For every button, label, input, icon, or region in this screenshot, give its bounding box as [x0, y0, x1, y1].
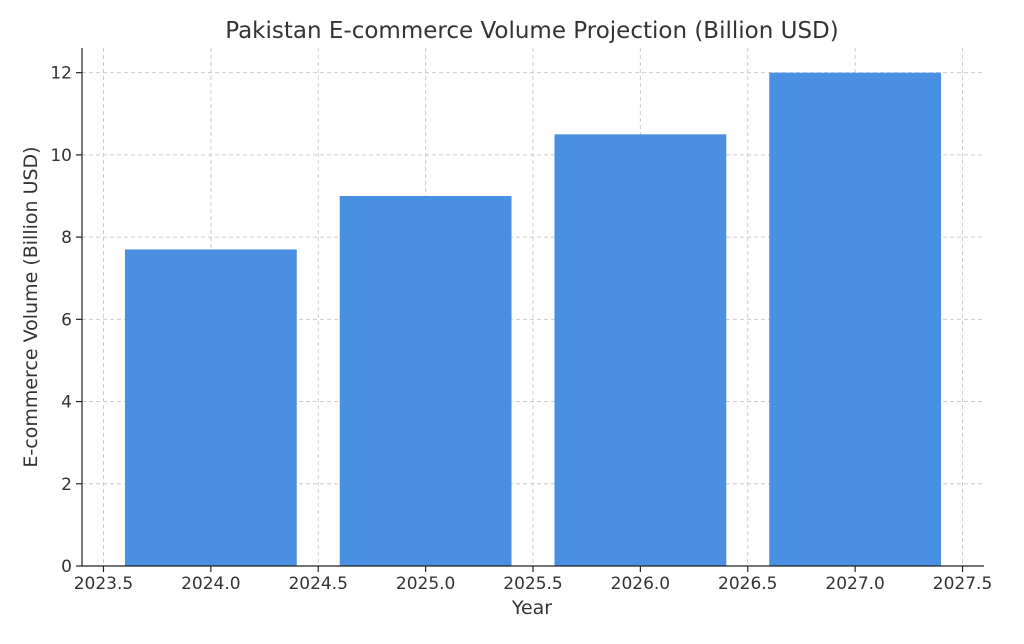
bar-2027 [769, 72, 942, 567]
x-tick-label: 2025.0 [396, 574, 455, 594]
x-tick-label: 2027.0 [825, 574, 884, 594]
axes [76, 48, 984, 572]
x-axis-label: Year [511, 597, 552, 619]
y-tick-label: 6 [61, 310, 72, 330]
y-axis-label: E-commerce Volume (Billion USD) [20, 146, 42, 467]
bars [124, 72, 942, 567]
x-tick-label: 2027.5 [933, 574, 992, 594]
bar-2024 [124, 249, 297, 566]
y-tick-label: 12 [50, 64, 72, 84]
x-tick-label: 2026.0 [611, 574, 670, 594]
y-tick-label: 4 [61, 393, 72, 413]
chart-title: Pakistan E-commerce Volume Projection (B… [225, 18, 838, 44]
y-tick-label: 10 [50, 146, 72, 166]
y-tick-label: 8 [61, 228, 72, 248]
x-tick-label: 2024.5 [288, 574, 347, 594]
bar-2026 [554, 134, 727, 567]
x-tick-label: 2023.5 [74, 574, 133, 594]
x-tick-label: 2026.5 [718, 574, 777, 594]
y-tick-label: 2 [61, 475, 72, 495]
tick-labels: 2023.5 2024.0 2024.5 2025.0 2025.5 2026.0 2026… [50, 64, 992, 594]
y-tick-label: 0 [61, 557, 72, 577]
bar-2025 [339, 196, 512, 566]
x-tick-label: 2024.0 [181, 574, 240, 594]
x-tick-label: 2025.5 [503, 574, 562, 594]
